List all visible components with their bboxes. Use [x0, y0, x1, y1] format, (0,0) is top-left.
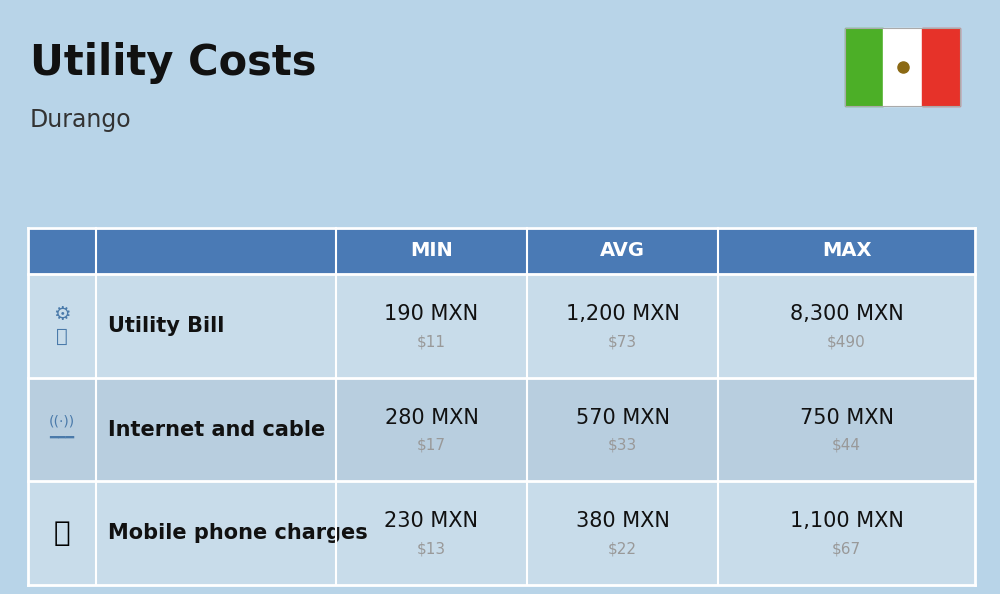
Text: 1,100 MXN: 1,100 MXN [790, 511, 903, 531]
Text: 280 MXN: 280 MXN [385, 407, 478, 428]
Text: 380 MXN: 380 MXN [576, 511, 669, 531]
Text: 750 MXN: 750 MXN [800, 407, 894, 428]
Text: Durango: Durango [30, 108, 132, 132]
Text: 190 MXN: 190 MXN [384, 304, 479, 324]
Text: $17: $17 [417, 438, 446, 453]
Text: AVG: AVG [600, 242, 645, 261]
Bar [845, 28, 960, 106]
Text: MAX: MAX [822, 242, 871, 261]
Text: Mobile phone charges: Mobile phone charges [108, 523, 368, 543]
Text: $13: $13 [417, 542, 446, 557]
Bar [28, 274, 975, 378]
Text: 8,300 MXN: 8,300 MXN [790, 304, 903, 324]
Text: $490: $490 [827, 334, 866, 349]
Text: $22: $22 [608, 542, 637, 557]
Text: 1,200 MXN: 1,200 MXN [566, 304, 679, 324]
Bar [28, 481, 975, 585]
Text: $67: $67 [832, 542, 861, 557]
Text: $11: $11 [417, 334, 446, 349]
Text: 570 MXN: 570 MXN [576, 407, 670, 428]
Bar [845, 28, 883, 106]
Text: $73: $73 [608, 334, 637, 349]
Bar [28, 228, 975, 274]
Text: 230 MXN: 230 MXN [384, 511, 479, 531]
Bar [883, 28, 922, 106]
Text: $44: $44 [832, 438, 861, 453]
Text: $33: $33 [608, 438, 637, 453]
Text: ⚙
🔌: ⚙ 🔌 [53, 305, 71, 346]
Text: MIN: MIN [410, 242, 453, 261]
Text: Utility Costs: Utility Costs [30, 42, 316, 84]
Bar [28, 378, 975, 481]
Text: Utility Bill: Utility Bill [108, 316, 224, 336]
Text: Internet and cable: Internet and cable [108, 419, 325, 440]
Bar [922, 28, 960, 106]
Text: ((·))
━━━: ((·)) ━━━ [49, 415, 75, 444]
Text: 📱: 📱 [54, 519, 70, 547]
